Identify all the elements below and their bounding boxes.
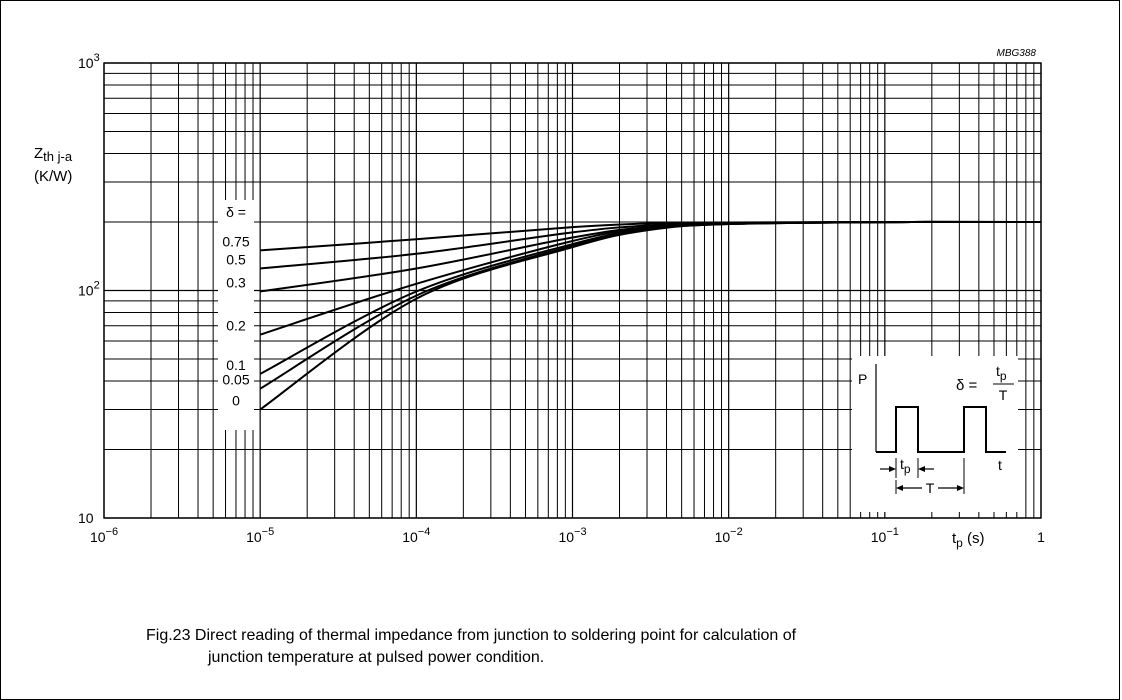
series-line bbox=[260, 220, 1042, 293]
caption-line-1: Fig.23 Direct reading of thermal impedan… bbox=[146, 627, 797, 644]
inset-pulse-waveform bbox=[876, 406, 1006, 453]
x-tick-label: 10−6 bbox=[90, 526, 118, 545]
series-line bbox=[259, 220, 1042, 375]
x-tick-label: 10−3 bbox=[558, 526, 586, 545]
inset-frac-denominator: T bbox=[999, 387, 1008, 403]
x-tick-label: 10−2 bbox=[715, 526, 743, 545]
x-label-sub: p bbox=[956, 536, 963, 550]
legend-background bbox=[218, 200, 254, 430]
series-label: 0.05 bbox=[222, 372, 249, 388]
inset-tp-arrowhead-left bbox=[889, 466, 896, 472]
inset-p-label: P bbox=[858, 371, 867, 387]
x-tick-label: 10−4 bbox=[402, 526, 430, 545]
series-label: 0 bbox=[232, 392, 240, 408]
y-axis-label: Zth j-a (K/W) bbox=[34, 144, 72, 187]
x-tick-label: 10−5 bbox=[246, 526, 274, 545]
inset-T-arrowhead-left bbox=[896, 485, 903, 491]
inset-t-label: t bbox=[998, 457, 1002, 473]
x-axis-label: tp (s) bbox=[952, 530, 985, 550]
figure-code: MBG388 bbox=[996, 48, 1036, 59]
y-label-main: Z bbox=[34, 145, 44, 162]
series-label: 0.75 bbox=[222, 233, 249, 249]
series-label: 0.2 bbox=[226, 318, 246, 334]
y-tick-label: 103 bbox=[78, 52, 100, 71]
y-tick-label: 10 bbox=[78, 510, 94, 526]
inset-T-label: T bbox=[926, 480, 935, 496]
inset-tp-arrowhead-right bbox=[918, 466, 925, 472]
inset-delta: δ = bbox=[956, 377, 978, 394]
series-label: 0.3 bbox=[226, 274, 246, 290]
inset-frac-numerator: tp bbox=[996, 363, 1007, 383]
legend-title: δ = bbox=[226, 204, 246, 220]
y-label-sub: th j-a bbox=[43, 149, 73, 164]
series-label: 0.5 bbox=[226, 251, 246, 267]
y-label-unit: (K/W) bbox=[34, 168, 73, 185]
inset-tp-label: tp bbox=[900, 456, 911, 476]
x-tick-label: 10−1 bbox=[871, 526, 899, 545]
figure-caption: Fig.23 Direct reading of thermal impedan… bbox=[146, 625, 796, 669]
inset-T-arrowhead-right bbox=[957, 485, 964, 491]
series-line bbox=[259, 220, 1042, 411]
x-tick-label: 1 bbox=[1037, 529, 1045, 545]
series-line bbox=[259, 220, 1042, 336]
x-label-main: t bbox=[952, 530, 957, 547]
y-tick-label: 102 bbox=[78, 280, 100, 299]
series-group bbox=[259, 220, 1042, 411]
series-label: 0.1 bbox=[226, 357, 246, 373]
x-label-unit: (s) bbox=[967, 530, 985, 547]
plot-border bbox=[103, 62, 1042, 519]
inset-background bbox=[852, 356, 1018, 512]
grid bbox=[103, 62, 1042, 519]
caption-line-2: junction temperature at pulsed power con… bbox=[208, 649, 545, 666]
